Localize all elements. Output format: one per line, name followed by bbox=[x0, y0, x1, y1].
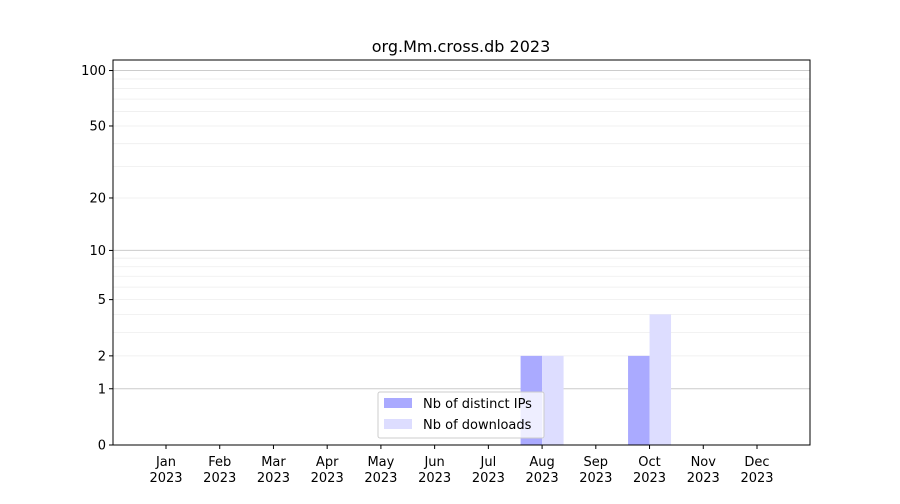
bar bbox=[628, 355, 650, 445]
legend: Nb of distinct IPs Nb of downloads bbox=[377, 391, 545, 439]
legend-swatch bbox=[384, 419, 412, 429]
legend-label: Nb of downloads bbox=[423, 418, 532, 433]
x-tick-label: 2023 bbox=[257, 471, 290, 486]
legend-box bbox=[377, 391, 545, 439]
x-tick-label: 2023 bbox=[579, 471, 612, 486]
y-tick-label: 10 bbox=[89, 244, 106, 259]
x-tick-label: Aug bbox=[529, 455, 554, 470]
x-tick-label: Feb bbox=[208, 455, 231, 470]
legend-label: Nb of distinct IPs bbox=[423, 397, 532, 412]
legend-swatch bbox=[384, 398, 412, 408]
x-tick-label: Oct bbox=[638, 455, 660, 470]
x-tick-label: Nov bbox=[691, 455, 717, 470]
y-tick-label: 100 bbox=[81, 64, 106, 79]
x-tick-label: 2023 bbox=[418, 471, 451, 486]
y-tick-label: 1 bbox=[98, 382, 106, 397]
chart-title: org.Mm.cross.db 2023 bbox=[372, 37, 551, 56]
x-tick-label: 2023 bbox=[364, 471, 397, 486]
plot-frame bbox=[112, 59, 811, 446]
x-tick-label: 2023 bbox=[687, 471, 720, 486]
x-tick-label: Sep bbox=[584, 455, 609, 470]
y-tick-label: 50 bbox=[89, 119, 106, 134]
x-tick-label: 2023 bbox=[149, 471, 182, 486]
x-tick-label: Mar bbox=[261, 455, 286, 470]
x-tick-label: Dec bbox=[744, 455, 769, 470]
y-tick-label: 20 bbox=[89, 191, 106, 206]
x-tick-label: May bbox=[367, 455, 394, 470]
bar bbox=[542, 355, 564, 445]
y-tick-label: 5 bbox=[98, 293, 106, 308]
x-tick-label: 2023 bbox=[526, 471, 559, 486]
x-tick-label: 2023 bbox=[203, 471, 236, 486]
x-tick-label: Jan bbox=[155, 455, 176, 470]
y-tick-label: 2 bbox=[98, 349, 106, 364]
y-tick-label: 0 bbox=[98, 439, 106, 454]
x-tick-label: 2023 bbox=[311, 471, 344, 486]
x-tick-label: Apr bbox=[316, 455, 339, 470]
bar bbox=[649, 314, 672, 445]
x-tick-label: 2023 bbox=[472, 471, 505, 486]
x-tick-label: 2023 bbox=[633, 471, 666, 486]
x-tick-label: Jun bbox=[423, 455, 444, 470]
x-tick-label: Jul bbox=[480, 455, 497, 470]
x-tick-label: 2023 bbox=[740, 471, 773, 486]
